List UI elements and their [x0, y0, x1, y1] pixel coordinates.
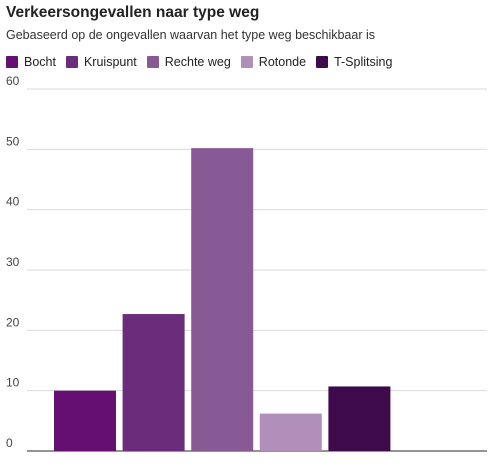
bar-rechte-weg[interactable] — [191, 148, 254, 452]
legend-label: Bocht — [24, 55, 56, 69]
y-tick-label: 10 — [6, 376, 20, 390]
bar-t-splitsing[interactable] — [328, 386, 391, 451]
legend-swatch — [316, 56, 329, 68]
bar-bocht[interactable] — [54, 390, 116, 451]
y-tick-label: 40 — [6, 195, 20, 209]
y-tick-label: 20 — [6, 315, 20, 329]
bar-rotonde[interactable] — [259, 413, 322, 451]
legend-item: Bocht — [6, 55, 56, 69]
legend-label: Kruispunt — [83, 55, 137, 69]
legend-item: Rotonde — [240, 55, 307, 69]
legend-swatch — [146, 56, 159, 68]
y-tick-label: 50 — [6, 134, 20, 148]
legend-label: T-Splitsing — [334, 55, 393, 69]
y-tick-label: 30 — [6, 255, 20, 269]
chart-legend: Bocht Kruispunt Rechte weg Rotonde T-Splitsi… — [6, 55, 402, 69]
legend-item: Rechte weg — [146, 55, 231, 69]
legend-swatch — [240, 56, 253, 68]
legend-item: T-Splitsing — [316, 55, 392, 69]
legend-swatch — [6, 56, 18, 68]
chart-subtitle: Gebaseerd op de ongevallen waarvan het t… — [6, 28, 375, 42]
legend-swatch — [65, 56, 78, 68]
y-tick-label: 60 — [6, 74, 20, 88]
legend-label: Rotonde — [258, 55, 307, 69]
chart-title: Verkeersongevallen naar type weg — [6, 4, 260, 21]
legend-item: Kruispunt — [65, 55, 137, 69]
bar-kruispunt[interactable] — [122, 314, 185, 451]
y-tick-label: 0 — [6, 436, 13, 450]
legend-label: Rechte weg — [164, 55, 231, 69]
